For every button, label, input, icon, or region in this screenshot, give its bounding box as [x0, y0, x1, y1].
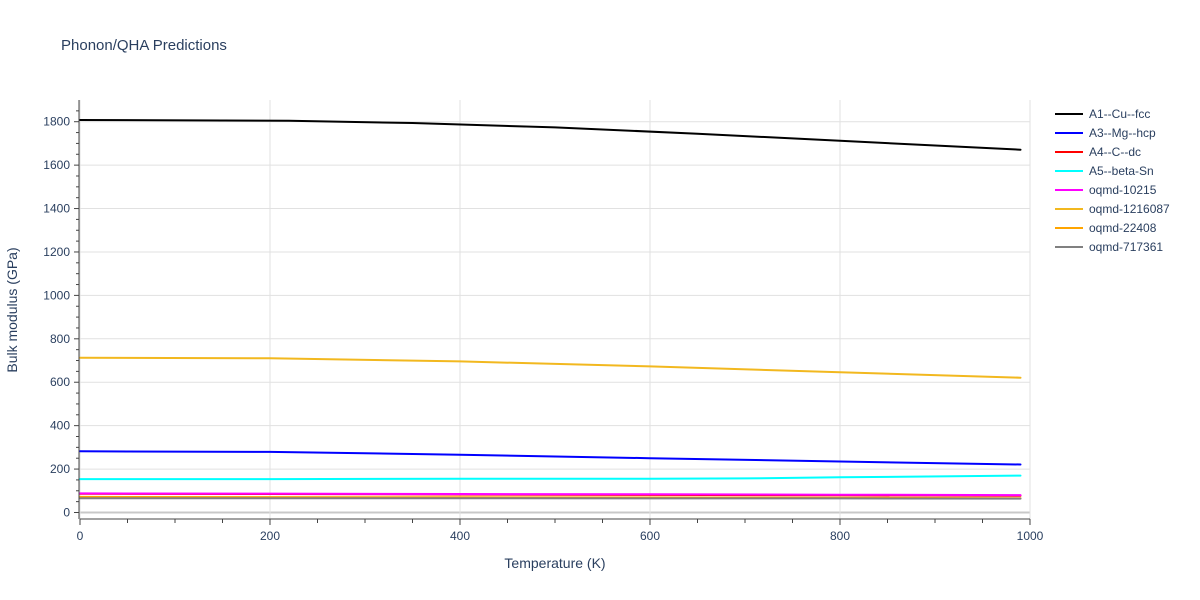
legend-label: A1--Cu--fcc — [1089, 107, 1150, 121]
legend-item[interactable]: A4--C--dc — [1055, 145, 1141, 159]
legend-item[interactable]: oqmd-717361 — [1055, 240, 1163, 254]
y-tick-label: 1000 — [43, 288, 70, 302]
legend-label: A5--beta-Sn — [1089, 164, 1154, 178]
y-tick-label: 400 — [50, 419, 70, 433]
legend-label: oqmd-717361 — [1089, 240, 1163, 254]
legend-item[interactable]: A5--beta-Sn — [1055, 164, 1154, 178]
legend: A1--Cu--fcc A3--Mg--hcp A4--C--dc A5--beta-… — [1055, 107, 1170, 254]
y-tick-label: 1600 — [43, 158, 70, 172]
legend-item[interactable]: A1--Cu--fcc — [1055, 107, 1150, 121]
x-tick-label: 400 — [450, 529, 470, 543]
legend-item[interactable]: oqmd-22408 — [1055, 221, 1157, 235]
series-line-A1--Cu--fcc — [79, 119, 1022, 151]
grid — [79, 100, 1031, 519]
series-line-A3--Mg--hcp — [79, 450, 1022, 466]
axes: 0 200 400 600 800 1000 1200 1400 1600 1800 0 200 400… — [43, 100, 1044, 543]
y-tick-label: 600 — [50, 375, 70, 389]
series-line-oqmd-1216087 — [79, 356, 1022, 379]
x-tick-label: 200 — [260, 529, 280, 543]
legend-label: oqmd-10215 — [1089, 183, 1157, 197]
legend-item[interactable]: A3--Mg--hcp — [1055, 126, 1156, 140]
legend-label: oqmd-1216087 — [1089, 202, 1170, 216]
y-axis-title: Bulk modulus (GPa) — [4, 247, 20, 372]
y-tick-label: 0 — [63, 505, 70, 519]
series-layer — [79, 119, 1022, 500]
x-tick-label: 800 — [830, 529, 850, 543]
series-line-oqmd-10215 — [79, 492, 1022, 497]
y-tick-label: 800 — [50, 332, 70, 346]
x-tick-label: 0 — [77, 529, 84, 543]
y-tick-label: 1200 — [43, 245, 70, 259]
x-tick-label: 600 — [640, 529, 660, 543]
legend-label: A4--C--dc — [1089, 145, 1141, 159]
legend-item[interactable]: oqmd-1216087 — [1055, 202, 1170, 216]
x-axis-title: Temperature (K) — [504, 555, 605, 571]
x-tick-label: 1000 — [1017, 529, 1044, 543]
chart-title: Phonon/QHA Predictions — [61, 37, 227, 54]
legend-item[interactable]: oqmd-10215 — [1055, 183, 1157, 197]
legend-label: A3--Mg--hcp — [1089, 126, 1156, 140]
y-tick-label: 200 — [50, 462, 70, 476]
legend-label: oqmd-22408 — [1089, 221, 1157, 235]
y-tick-label: 1400 — [43, 202, 70, 216]
y-tick-label: 1800 — [43, 115, 70, 129]
series-line-A5--beta-Sn — [79, 474, 1022, 481]
